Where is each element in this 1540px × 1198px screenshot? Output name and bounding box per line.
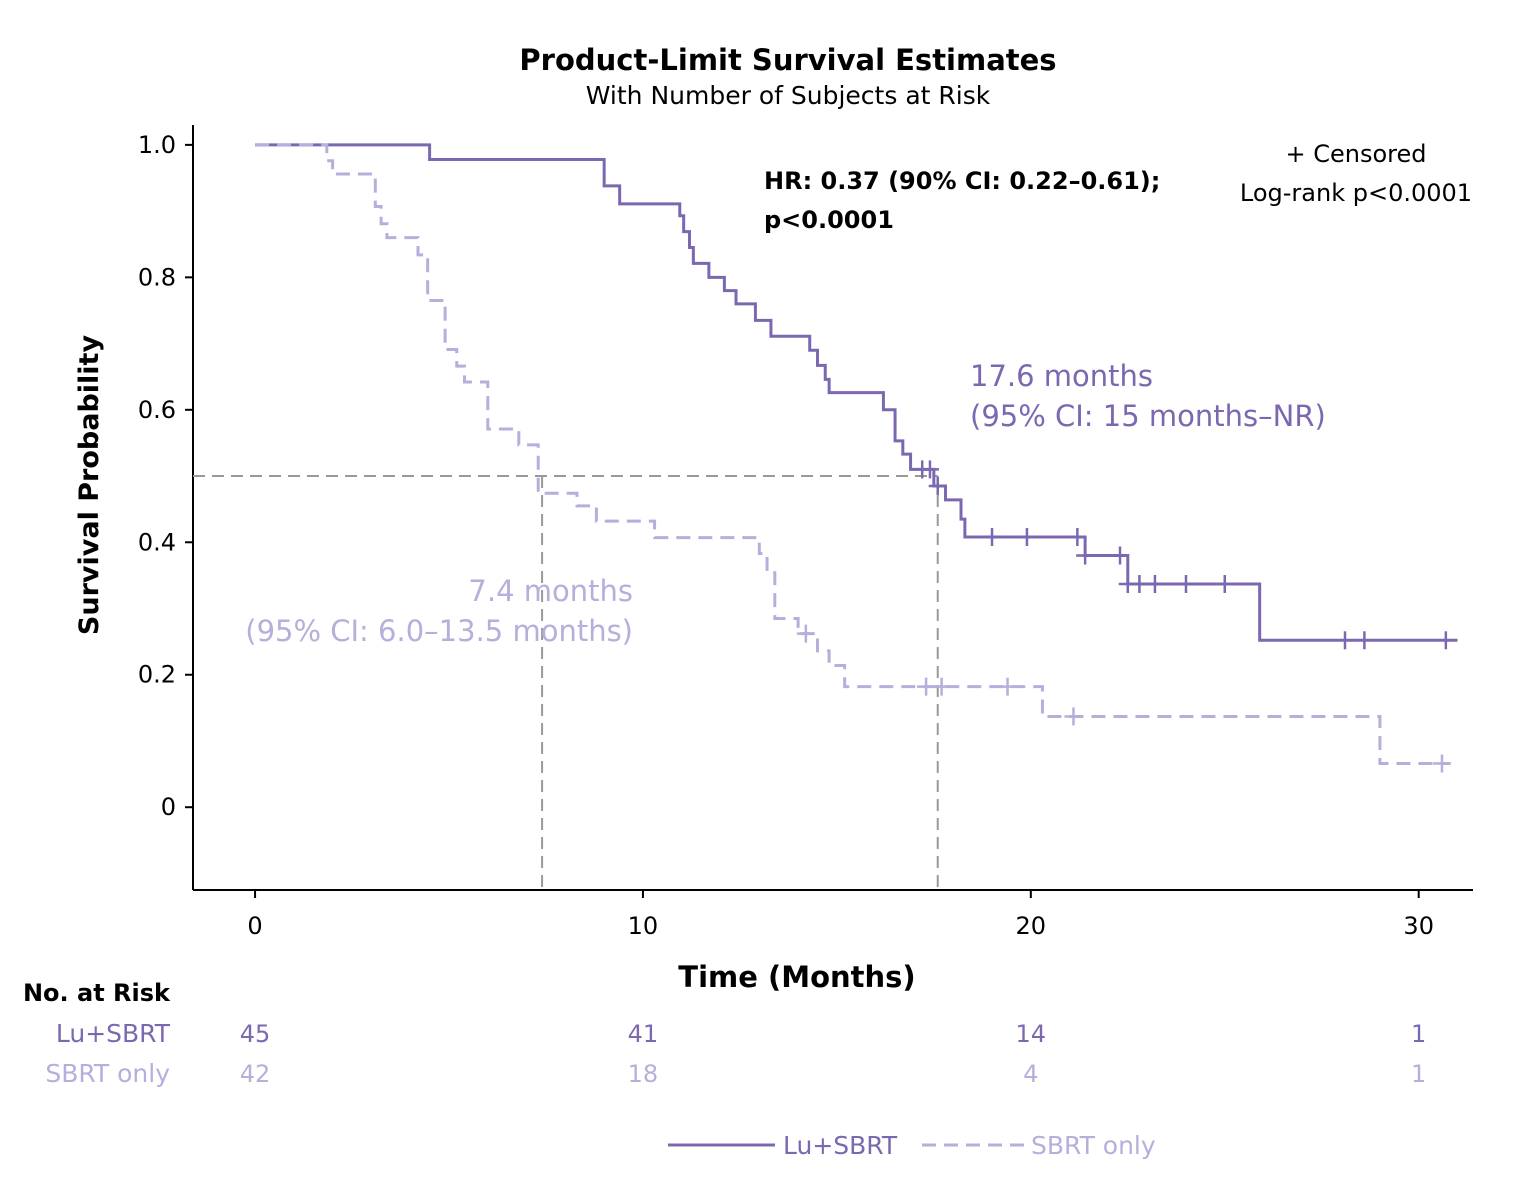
hr-text-line2: p<0.0001 xyxy=(764,206,894,234)
y-tick-label: 1.0 xyxy=(138,131,176,159)
x-tick-label: 30 xyxy=(1403,912,1434,940)
x-axis-label: Time (Months) xyxy=(678,960,915,994)
survival-curve-lu-sbrt xyxy=(255,143,1458,642)
risk-value: 18 xyxy=(628,1060,659,1088)
risk-value: 42 xyxy=(240,1060,271,1088)
censor-mark xyxy=(998,677,1017,696)
censor-mark xyxy=(928,476,947,495)
censor-mark xyxy=(1145,575,1164,593)
median-label-sbrt: 7.4 months xyxy=(468,574,633,608)
y-tick-label: 0.4 xyxy=(138,528,176,556)
y-tick-label: 0 xyxy=(161,793,176,821)
x-tick-label: 20 xyxy=(1016,912,1047,940)
chart-subtitle: With Number of Subjects at Risk xyxy=(586,81,991,110)
censor-mark xyxy=(1130,575,1149,593)
risk-row-label-lu: Lu+SBRT xyxy=(56,1019,171,1048)
legend-label-sbrt: SBRT only xyxy=(1031,1131,1156,1160)
chart-title: Product-Limit Survival Estimates xyxy=(519,43,1056,77)
censored-legend: + Censored xyxy=(1286,140,1427,168)
y-tick-label: 0.6 xyxy=(138,396,176,424)
median-ci-lu: (95% CI: 15 months–NR) xyxy=(970,399,1326,433)
median-label-lu: 17.6 months xyxy=(970,359,1153,393)
censor-mark xyxy=(796,624,815,643)
censor-mark xyxy=(1176,575,1195,593)
censor-mark xyxy=(983,527,1002,546)
censor-mark xyxy=(1064,707,1083,726)
risk-value: 1 xyxy=(1411,1060,1426,1088)
risk-value: 4 xyxy=(1023,1060,1038,1088)
risk-row-label-sbrt: SBRT only xyxy=(45,1059,170,1088)
survival-curve-sbrt-only xyxy=(255,143,1450,765)
censor-mark xyxy=(1436,631,1455,650)
censor-mark xyxy=(1076,546,1095,565)
logrank-text: Log-rank p<0.0001 xyxy=(1240,179,1472,207)
hr-text-line1: HR: 0.37 (90% CI: 0.22–0.61); xyxy=(764,167,1160,195)
legend: Lu+SBRT SBRT only xyxy=(668,1131,1156,1160)
x-tick-label: 10 xyxy=(628,912,659,940)
y-axis-label: Survival Probability xyxy=(74,335,105,636)
risk-value: 14 xyxy=(1016,1020,1047,1048)
censor-mark xyxy=(1111,546,1130,565)
y-tick-label: 0.2 xyxy=(138,661,176,689)
y-tick-label: 0.8 xyxy=(138,263,176,291)
censor-mark xyxy=(1432,754,1451,773)
censor-mark xyxy=(920,460,939,479)
risk-value: 45 xyxy=(240,1020,271,1048)
censor-mark xyxy=(1068,527,1087,546)
censor-mark xyxy=(917,677,936,696)
x-tick-label: 0 xyxy=(247,912,262,940)
censor-mark xyxy=(1215,575,1234,593)
censor-mark xyxy=(932,677,951,696)
risk-value: 1 xyxy=(1411,1020,1426,1048)
risk-table-title: No. at Risk xyxy=(23,979,171,1007)
risk-table-values: 45 41 14 142 18 4 1 xyxy=(240,1020,1427,1088)
legend-label-lu: Lu+SBRT xyxy=(783,1131,898,1160)
censor-mark xyxy=(1336,631,1354,650)
risk-value: 41 xyxy=(628,1020,659,1048)
plot-area: 0 0.2 0.4 0.6 0.8 1.0 0 10 20 30 xyxy=(138,125,1473,940)
median-ci-sbrt: (95% CI: 6.0–13.5 months) xyxy=(245,614,633,648)
censor-mark xyxy=(1017,527,1036,546)
censor-mark xyxy=(1355,631,1374,650)
